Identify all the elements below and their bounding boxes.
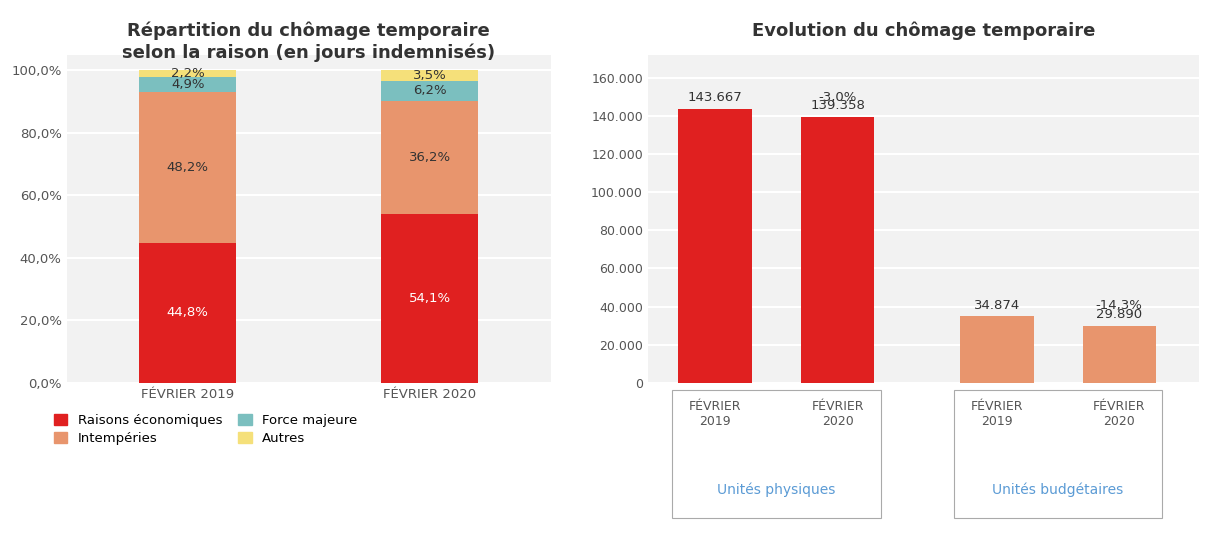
Text: FÉVRIER
2019: FÉVRIER 2019 <box>689 400 741 428</box>
Bar <box>960 316 1033 383</box>
Text: 139.358: 139.358 <box>810 99 865 112</box>
Text: FÉVRIER
2020: FÉVRIER 2020 <box>1094 400 1146 428</box>
Text: FÉVRIER
2019: FÉVRIER 2019 <box>970 400 1023 428</box>
Legend: Raisons économiques, Intempéries, Force majeure, Autres: Raisons économiques, Intempéries, Force … <box>48 409 362 450</box>
Bar <box>672 390 880 518</box>
Text: Unités budgétaires: Unités budgétaires <box>993 482 1124 497</box>
Bar <box>139 243 236 383</box>
Text: 143.667: 143.667 <box>688 91 742 104</box>
Text: Répartition du chômage temporaire
selon la raison (en jours indemnisés): Répartition du chômage temporaire selon … <box>122 22 495 62</box>
Bar <box>381 214 478 383</box>
Text: -14,3%: -14,3% <box>1096 299 1143 312</box>
Text: 4,9%: 4,9% <box>171 78 205 91</box>
Bar <box>381 101 478 214</box>
Text: 34.874: 34.874 <box>974 299 1020 312</box>
Text: 54,1%: 54,1% <box>409 292 450 305</box>
Text: Evolution du chômage temporaire: Evolution du chômage temporaire <box>752 22 1096 40</box>
Text: 36,2%: 36,2% <box>409 151 450 164</box>
Bar <box>381 82 478 101</box>
Bar <box>139 92 236 243</box>
Text: 29.890: 29.890 <box>1096 308 1142 321</box>
Text: 3,5%: 3,5% <box>413 69 447 82</box>
Bar <box>954 390 1163 518</box>
Text: Unités physiques: Unités physiques <box>717 482 836 497</box>
Text: 44,8%: 44,8% <box>167 306 208 319</box>
Text: FÉVRIER
2020: FÉVRIER 2020 <box>811 400 863 428</box>
Text: -3,0%: -3,0% <box>819 91 857 104</box>
Bar <box>139 77 236 92</box>
Text: 6,2%: 6,2% <box>413 84 447 97</box>
Bar <box>139 70 236 77</box>
Bar <box>381 71 478 82</box>
Bar <box>1083 326 1157 383</box>
Text: 48,2%: 48,2% <box>167 161 208 174</box>
Text: 2,2%: 2,2% <box>171 67 205 80</box>
Bar <box>800 117 874 383</box>
Bar <box>678 109 752 383</box>
